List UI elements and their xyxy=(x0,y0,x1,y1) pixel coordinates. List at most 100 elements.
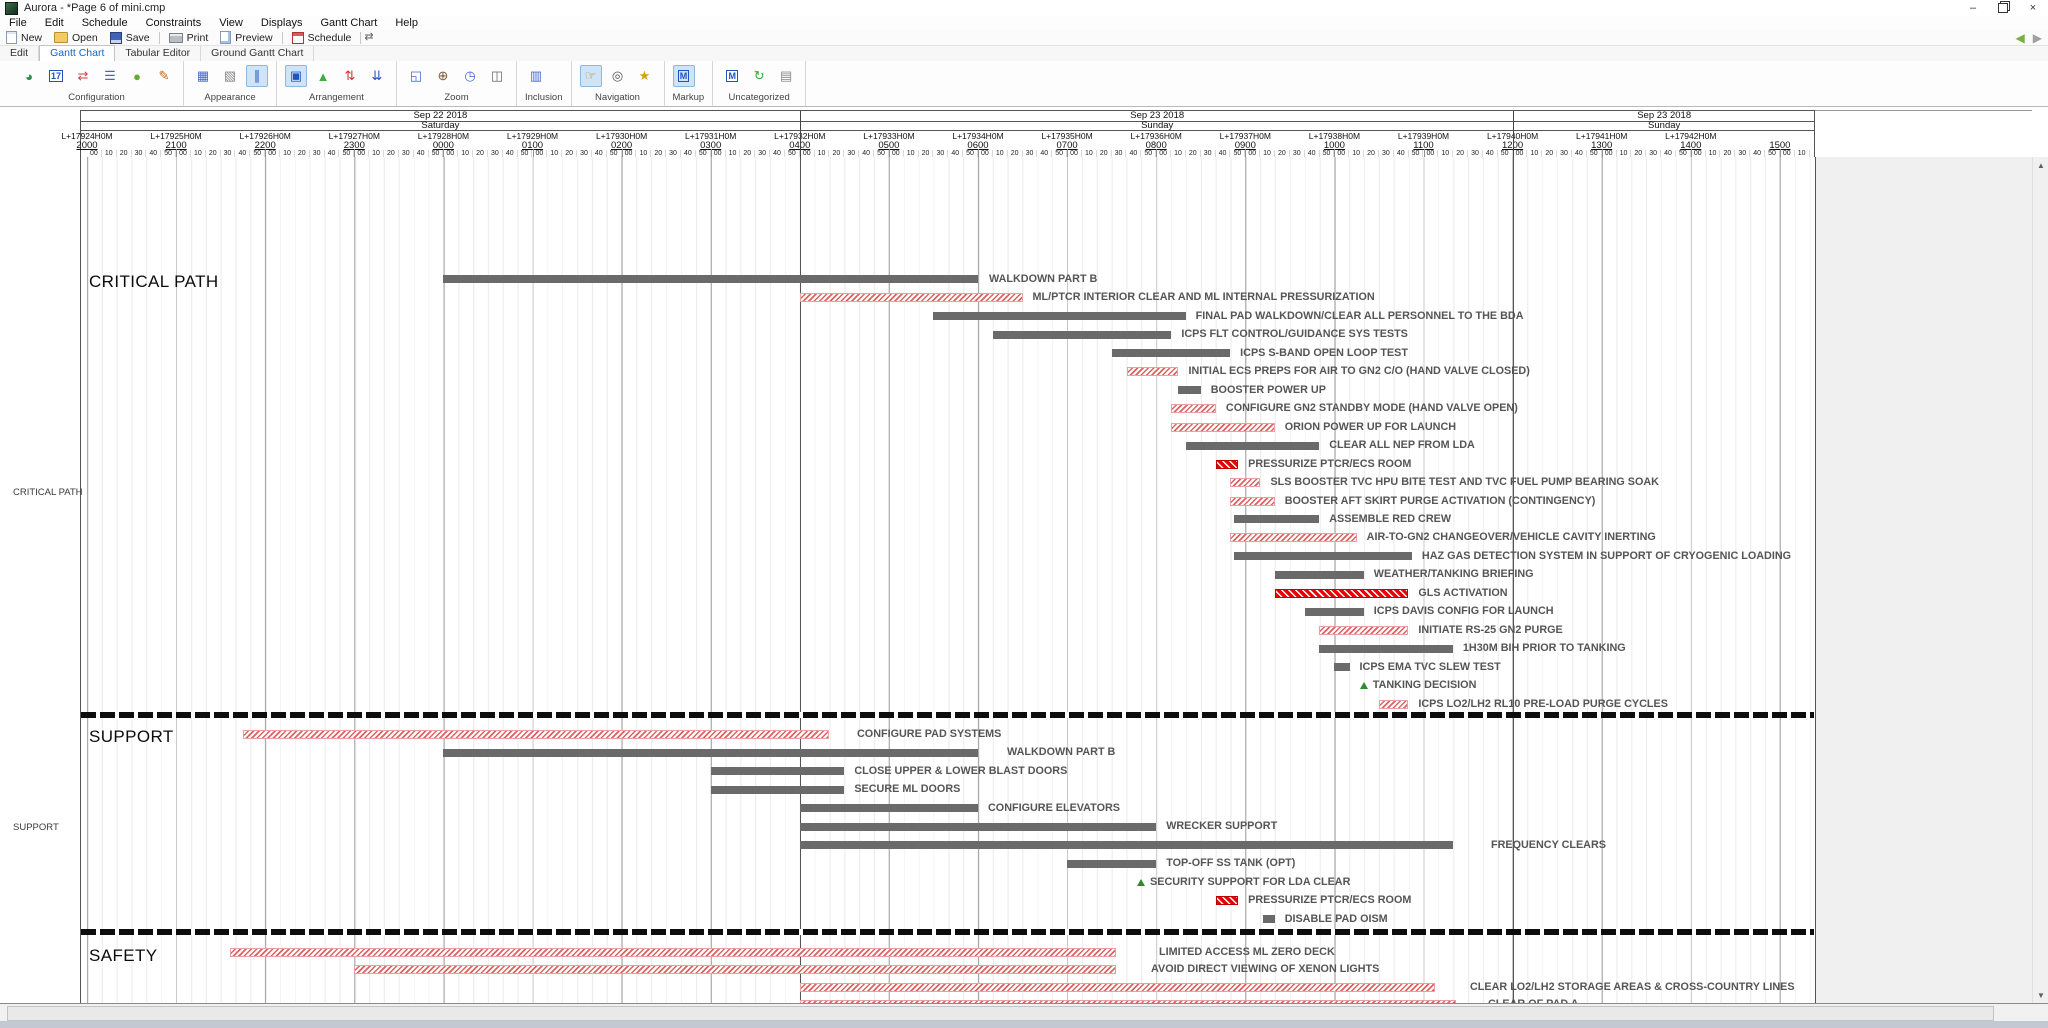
menu-view[interactable]: View xyxy=(219,17,243,29)
task-bar[interactable] xyxy=(799,804,978,813)
task-label: SECURITY SUPPORT FOR LDA CLEAR xyxy=(1150,875,1351,888)
move-rows-icon[interactable]: ▣ xyxy=(285,65,307,87)
edit-annotations-icon[interactable]: ✎ xyxy=(158,68,170,83)
task-bar[interactable] xyxy=(1067,859,1157,868)
pan-hand-icon[interactable]: ☞ xyxy=(579,65,602,87)
display-options-icon[interactable]: ◕ xyxy=(25,68,33,84)
minute-tick-label: 30 xyxy=(132,150,147,158)
task-bar[interactable] xyxy=(1230,478,1261,488)
task-bar[interactable] xyxy=(1171,404,1216,414)
horizontal-scroll-thumb[interactable] xyxy=(7,1006,1994,1021)
tab-ground-gantt-chart[interactable]: Ground Gantt Chart xyxy=(201,46,315,61)
task-bar[interactable] xyxy=(1378,699,1409,709)
task-bar[interactable] xyxy=(799,293,1023,303)
task-bar[interactable] xyxy=(1274,570,1364,579)
grid-columns-icon[interactable]: ▦ xyxy=(196,68,210,83)
swap-ab-icon[interactable]: ⇄ xyxy=(364,31,374,43)
task-bar[interactable] xyxy=(1171,422,1275,432)
scroll-down-icon[interactable]: ▼ xyxy=(2037,990,2045,1000)
markup-mode-icon[interactable]: M xyxy=(672,65,695,87)
nav-forward-arrow-icon[interactable]: ▶ xyxy=(2032,30,2042,45)
task-bar[interactable] xyxy=(1274,588,1409,598)
milestone-marker[interactable] xyxy=(1137,878,1146,886)
label-format-icon[interactable]: ▧ xyxy=(223,68,237,83)
menu-schedule[interactable]: Schedule xyxy=(81,17,128,29)
preview-button[interactable]: Preview xyxy=(214,30,278,45)
new-button[interactable]: New xyxy=(0,30,48,45)
task-bar[interactable] xyxy=(710,767,845,776)
bookmark-star-icon[interactable]: ★ xyxy=(638,68,651,83)
dependency-links-icon[interactable]: ⇄ xyxy=(77,68,89,83)
close-button[interactable]: × xyxy=(2029,2,2037,14)
task-bar[interactable] xyxy=(1263,915,1275,924)
task-bar[interactable] xyxy=(799,841,1453,850)
task-bar[interactable] xyxy=(242,729,830,739)
task-bar[interactable] xyxy=(1233,515,1320,524)
collapse-all-icon[interactable]: ⇊ xyxy=(371,68,383,83)
markup-window-icon[interactable]: M xyxy=(726,70,738,82)
tab-edit[interactable]: Edit xyxy=(0,46,40,61)
task-bar[interactable] xyxy=(1215,459,1239,469)
menu-help[interactable]: Help xyxy=(395,17,418,29)
tab-tabular-editor[interactable]: Tabular Editor xyxy=(115,46,202,61)
task-bar[interactable] xyxy=(443,748,978,757)
nav-back-arrow-icon[interactable]: ◀ xyxy=(2015,30,2025,45)
split-rows-icon[interactable]: ⇅ xyxy=(344,68,356,83)
task-bar[interactable] xyxy=(1304,607,1364,616)
row-layout-icon[interactable]: ☰ xyxy=(104,68,116,83)
menu-edit[interactable]: Edit xyxy=(44,17,64,29)
tab-gantt-chart[interactable]: Gantt Chart xyxy=(39,45,116,61)
hour-tick-line xyxy=(176,149,178,158)
refresh-icon[interactable]: ↻ xyxy=(753,68,765,83)
task-bar[interactable] xyxy=(710,785,845,794)
minimize-button[interactable]: – xyxy=(1969,2,1977,14)
task-bar[interactable] xyxy=(1319,644,1453,653)
task-bar[interactable] xyxy=(1334,663,1350,672)
task-bar[interactable] xyxy=(799,982,1436,992)
date-numbering-icon[interactable]: 17 xyxy=(48,70,63,82)
scroll-up-icon[interactable]: ▲ xyxy=(2037,160,2045,170)
vertical-scrollbar[interactable]: ▲ ▼ xyxy=(2032,157,2048,1003)
inclusion-filter-icon[interactable]: ▥ xyxy=(529,68,543,83)
task-bar[interactable] xyxy=(1185,441,1320,450)
task-bar[interactable] xyxy=(993,330,1172,339)
report-doc-icon[interactable]: ▤ xyxy=(780,68,793,83)
section-title-support: SUPPORT xyxy=(89,727,174,746)
milestone-marker[interactable] xyxy=(1359,682,1368,690)
task-bar[interactable] xyxy=(1230,496,1275,506)
task-bar[interactable] xyxy=(1319,625,1409,635)
promote-icon[interactable]: ▲ xyxy=(316,68,330,84)
task-bar[interactable] xyxy=(354,965,1117,975)
maximize-button[interactable] xyxy=(1988,0,2018,16)
menu-gantt-chart[interactable]: Gantt Chart xyxy=(320,17,378,29)
task-bar[interactable] xyxy=(799,822,1157,831)
task-bar[interactable] xyxy=(1230,533,1357,543)
fit-columns-icon[interactable]: ∥ xyxy=(246,65,268,87)
minute-tick-label: 50 xyxy=(1052,150,1068,158)
schedule-button[interactable]: Schedule xyxy=(286,30,358,45)
task-bar[interactable] xyxy=(1233,552,1412,561)
zoom-magnifier-icon[interactable]: ⊕ xyxy=(437,68,449,83)
zoom-page-icon[interactable]: ◫ xyxy=(490,68,504,83)
task-bar[interactable] xyxy=(1126,367,1179,377)
color-theme-icon[interactable]: ● xyxy=(133,68,141,84)
task-bar[interactable] xyxy=(1178,386,1201,395)
minute-tick-label: 30 xyxy=(933,150,949,158)
task-bar[interactable] xyxy=(229,948,1117,958)
task-bar[interactable] xyxy=(799,999,1457,1003)
task-bar[interactable] xyxy=(933,312,1186,321)
horizontal-scrollbar[interactable] xyxy=(0,1003,2048,1021)
ribbon-group-label: Appearance xyxy=(204,92,256,103)
menu-displays[interactable]: Displays xyxy=(260,17,303,29)
save-button[interactable]: Save xyxy=(104,30,156,45)
menu-file[interactable]: File xyxy=(9,17,27,29)
zoom-region-icon[interactable]: ◱ xyxy=(409,68,423,83)
zoom-time-icon[interactable]: ◷ xyxy=(464,68,476,83)
open-button[interactable]: Open xyxy=(48,30,104,45)
find-icon[interactable]: ◎ xyxy=(611,68,624,83)
task-bar[interactable] xyxy=(443,275,978,284)
print-button[interactable]: Print xyxy=(163,30,215,45)
menu-constraints[interactable]: Constraints xyxy=(145,17,202,29)
task-bar[interactable] xyxy=(1215,896,1239,906)
task-bar[interactable] xyxy=(1111,349,1231,358)
